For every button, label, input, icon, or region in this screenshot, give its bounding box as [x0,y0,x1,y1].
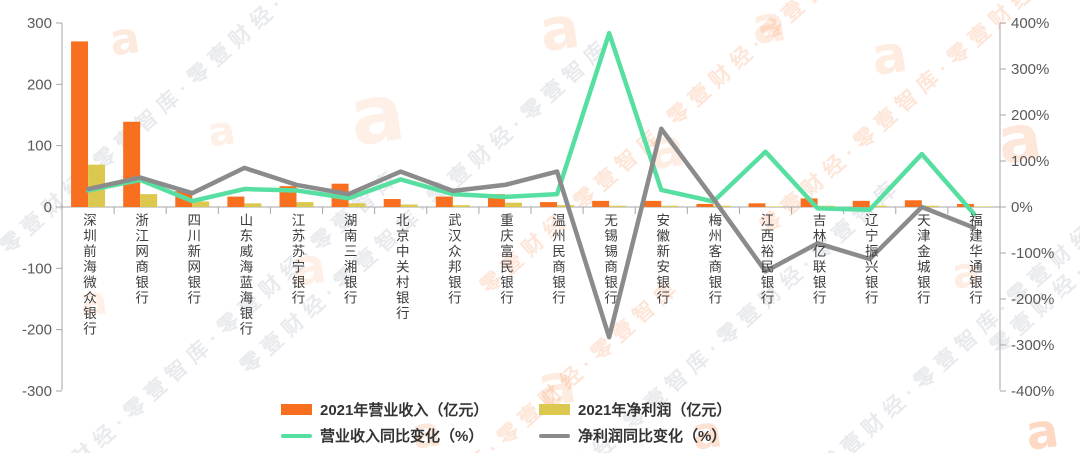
revenue-bar [696,203,714,207]
left-axis-tick-label: 200 [27,76,52,93]
left-axis-tick-label: -100 [22,260,52,277]
right-axis-tick-label: -400% [1011,383,1054,400]
legend-swatch-revenue-line [281,433,312,438]
left-axis-tick-label: -200 [22,322,52,339]
right-axis-tick-label: -100% [1011,245,1054,262]
right-axis-tick-label: 300% [1011,61,1049,78]
legend-label: 净利润同比变化（%） [578,428,727,445]
revenue-bar [540,202,558,207]
right-axis-tick-label: 400% [1011,15,1049,32]
profit-bar [192,201,210,207]
revenue-bar [852,200,870,207]
legend-label: 2021年净利润（亿元） [578,402,732,419]
profit-bar [973,206,991,207]
revenue-bar [904,200,922,207]
legend-item-revenue-line: 营业收入同比变化（%） [281,425,539,446]
profit-yoy-line [85,126,977,340]
profit-bar [140,194,158,207]
profit-bar [661,205,679,207]
legend-swatch-profit-bar [539,404,570,415]
revenue-bar [123,121,141,207]
revenue-bar [748,203,766,207]
legend-label: 营业收入同比变化（%） [320,428,484,445]
chart-legend: 2021年营业收入（亿元） 2021年净利润（亿元） 营业收入同比变化（%） 净… [281,399,731,446]
legend-item-revenue-bar: 2021年营业收入（亿元） [281,399,539,420]
left-axis-tick-label: -300 [22,383,52,400]
revenue-bar [383,199,401,207]
profit-bar [348,203,366,207]
profit-bar [504,202,522,207]
revenue-bar [592,200,610,207]
legend-swatch-revenue-bar [281,404,312,415]
revenue-bar [227,196,245,207]
revenue-bar [71,41,89,208]
revenue-yoy-line [85,30,977,217]
profit-bar [765,206,783,207]
left-axis-tick-label: 300 [27,15,52,32]
profit-bar [921,205,939,207]
bars [71,41,991,208]
right-axis-tick-label: -200% [1011,291,1054,308]
legend-swatch-profit-line [539,433,570,438]
profit-bar [713,205,731,207]
left-axis-tick-label: 100 [27,138,52,155]
legend-label: 2021年营业收入（亿元） [320,402,489,419]
profit-bar [609,205,627,207]
right-axis-tick-label: 200% [1011,107,1049,124]
right-axis-tick-label: 0% [1011,199,1033,216]
left-axis-tick-label: 0 [44,199,52,216]
axes: 300 200 100 0 -100 -200 -300 400% 300% 200% 100% 0%… [22,15,1054,400]
right-axis-tick-label: -300% [1011,337,1054,354]
profit-bar [452,205,470,207]
revenue-bar [800,198,818,207]
revenue-bar [435,196,453,207]
legend-item-profit-bar: 2021年净利润（亿元） [539,399,731,420]
legend-item-profit-line: 净利润同比变化（%） [539,425,731,446]
revenue-bar [644,200,662,207]
profit-bar [296,202,314,207]
profit-bar [869,205,887,207]
profit-bar [400,204,418,207]
profit-bar [244,203,262,207]
right-axis-tick-label: 100% [1011,153,1049,170]
